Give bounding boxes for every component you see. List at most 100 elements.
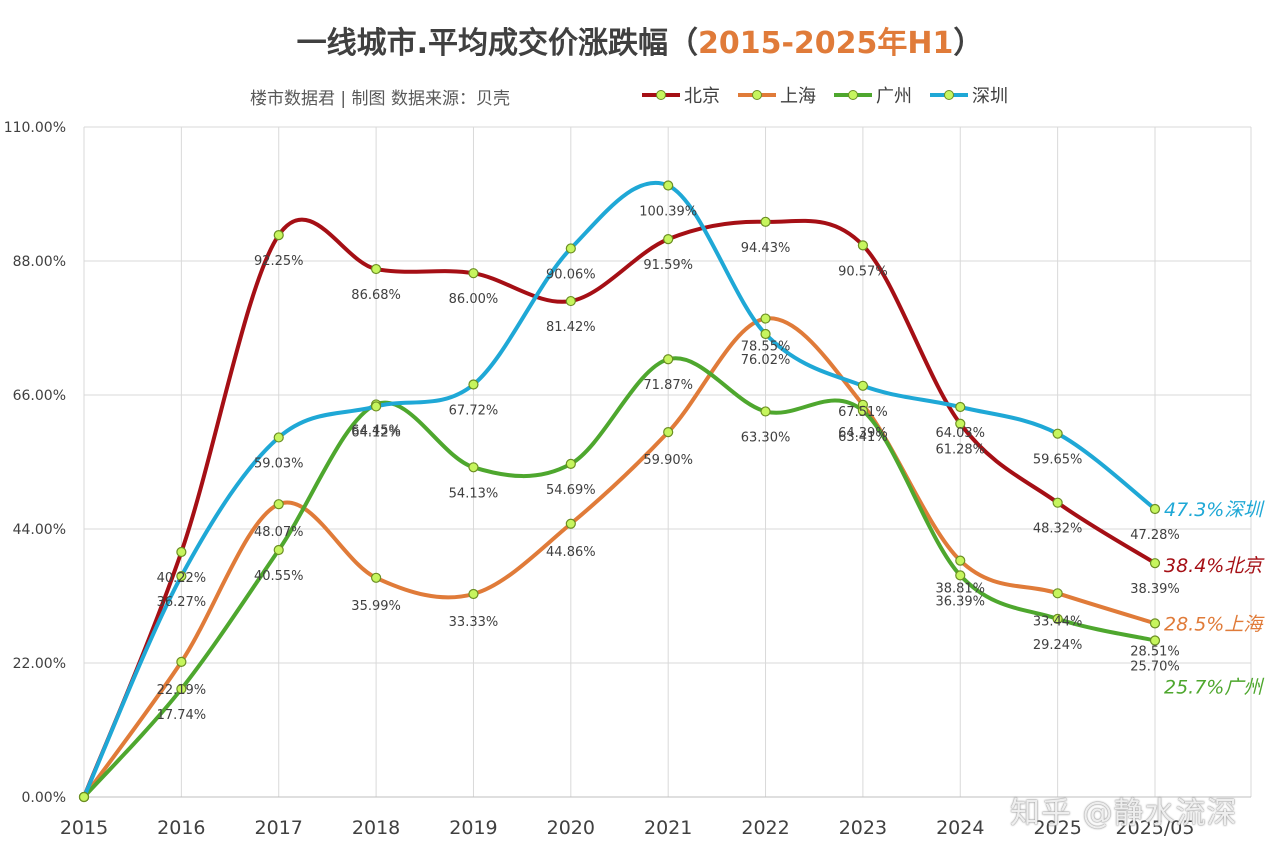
legend-label: 深圳 (972, 86, 1008, 107)
data-label: 81.42% (546, 320, 596, 335)
data-label: 35.99% (351, 599, 401, 614)
data-point (1149, 558, 1161, 569)
y-tick-label: 66.00% (13, 388, 66, 404)
data-point (468, 462, 479, 473)
data-point (273, 230, 284, 241)
x-tick-label: 2022 (741, 817, 789, 839)
data-label: 44.86% (546, 545, 596, 560)
data-point (1052, 588, 1063, 599)
y-tick-label: 110.00% (4, 120, 66, 136)
y-tick-label: 22.00% (13, 656, 66, 672)
data-point (468, 588, 479, 600)
x-tick-label: 2025/05 (1116, 817, 1195, 839)
data-label: 92.25% (254, 254, 304, 269)
series-layer (82, 180, 1157, 799)
legend-item: 上海 (738, 82, 816, 108)
data-label: 90.06% (546, 267, 596, 282)
data-point (565, 295, 576, 307)
data-label: 33.33% (449, 615, 499, 630)
data-label: 54.13% (449, 486, 499, 501)
chart-subtitle: 楼市数据君 | 制图 数据来源：贝壳 (250, 89, 510, 109)
data-label: 61.28% (935, 443, 985, 458)
data-point (955, 401, 966, 413)
end-label: 47.3%深圳 (1164, 499, 1265, 521)
data-point (565, 243, 576, 254)
data-point (273, 432, 284, 443)
data-label: 71.87% (643, 378, 693, 393)
data-point (760, 313, 771, 324)
y-tick-label: 88.00% (13, 254, 66, 270)
chart-legend: 北京 上海 广州 深圳 (642, 82, 1008, 108)
data-label: 64.12% (351, 425, 401, 440)
legend-item: 广州 (834, 82, 912, 108)
data-point (1052, 613, 1063, 625)
legend-item: 深圳 (930, 82, 1008, 108)
end-label: 38.4%北京 (1164, 555, 1265, 577)
data-label: 67.51% (838, 405, 888, 420)
data-label: 64.45% (351, 423, 401, 438)
chart-title: 一线城市.平均成交价涨跌幅（2015-2025年H1） (296, 26, 984, 61)
y-tick-label: 44.00% (13, 522, 66, 538)
x-tick-label: 2018 (352, 817, 400, 839)
data-point (273, 544, 284, 556)
x-tick-label: 2025 (1033, 817, 1081, 839)
data-label: 40.55% (254, 569, 304, 584)
watermark: 知乎 @静水流深 (1010, 796, 1238, 831)
data-label: 86.68% (351, 288, 401, 303)
data-point (370, 401, 382, 412)
data-point (1052, 428, 1063, 439)
data-label: 59.03% (254, 456, 304, 471)
data-label: 54.69% (546, 483, 596, 498)
data-point (857, 380, 869, 391)
data-label: 86.00% (449, 292, 499, 307)
data-label: 40.22% (157, 571, 207, 586)
data-label: 91.59% (643, 258, 693, 273)
x-tick-label: 2017 (255, 817, 303, 839)
data-label: 67.72% (449, 404, 499, 419)
data-point (370, 263, 382, 275)
data-point (1052, 497, 1063, 508)
data-label: 94.43% (741, 241, 791, 256)
data-label: 29.24% (1033, 638, 1083, 653)
data-point (663, 354, 674, 365)
end-label: 25.7%广州 (1164, 676, 1264, 698)
data-label: 22.19% (157, 683, 207, 698)
data-label: 48.07% (254, 525, 304, 540)
legend-label: 广州 (876, 86, 912, 107)
data-point (663, 234, 674, 245)
data-point (565, 458, 576, 469)
data-label: 38.81% (935, 582, 985, 597)
data-label: 59.65% (1033, 453, 1083, 468)
data-point (468, 379, 479, 390)
data-label: 17.74% (157, 708, 207, 723)
data-label: 47.28% (1130, 528, 1180, 543)
data-label: 100.39% (639, 205, 697, 220)
data-point (565, 518, 576, 529)
series-line-广州 (82, 356, 1157, 799)
data-point (663, 427, 674, 438)
data-label: 90.57% (838, 264, 888, 279)
data-point (955, 570, 966, 581)
data-point (78, 791, 90, 803)
data-label: 78.55% (741, 340, 791, 355)
series-line-北京 (82, 217, 1157, 799)
legend-label: 上海 (780, 86, 816, 107)
data-label: 76.02% (741, 353, 791, 368)
data-label: 64.39% (838, 426, 888, 441)
x-tick-label: 2019 (449, 817, 497, 839)
x-tick-label: 2023 (839, 817, 887, 839)
x-tick-label: 2015 (60, 817, 108, 839)
x-tick-label: 2024 (936, 817, 984, 839)
data-label: 36.39% (935, 594, 985, 609)
data-point (760, 406, 771, 417)
legend-swatch (738, 90, 776, 100)
x-tick-label: 2021 (644, 817, 692, 839)
data-point (176, 656, 187, 667)
data-label: 64.03% (935, 426, 985, 441)
data-point (857, 240, 869, 251)
data-point (1149, 503, 1161, 515)
y-tick-label: 0.00% (22, 790, 66, 806)
data-point (857, 405, 869, 416)
data-point (273, 499, 284, 510)
